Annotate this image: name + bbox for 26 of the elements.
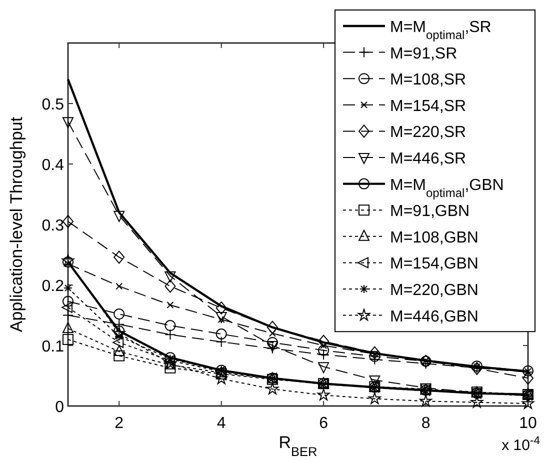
text: x 10$^{-4}$ xyxy=(502,435,540,454)
y-tick-label: 0.1 xyxy=(42,338,64,356)
x-tick-label: 8 xyxy=(421,415,430,432)
legend-label: M=108,GBN xyxy=(390,229,478,246)
x-axis-title: R$_{BER}$ xyxy=(278,433,318,458)
legend-label: M=154,SR xyxy=(390,98,466,115)
legend-label: M=91,SR xyxy=(390,45,458,62)
legend-label: M=M$_{optimal}$,SR xyxy=(390,19,492,42)
x-tick-label: 10 xyxy=(519,415,537,432)
x-tick-label: 4 xyxy=(216,415,226,432)
x-tick-label: 6 xyxy=(319,415,328,432)
y-tick-label: 0.2 xyxy=(42,278,64,295)
legend-label: M=91,GBN xyxy=(390,203,470,220)
legend-label: M=M$_{optimal}$,GBN xyxy=(390,176,504,200)
legend-label: M=446,GBN xyxy=(390,308,478,326)
y-tick-label: 0 xyxy=(55,399,64,416)
legend-label: M=154,GBN xyxy=(390,256,478,273)
y-tick-label: 0.4 xyxy=(42,157,64,174)
y-tick-label: 0.5 xyxy=(42,96,64,114)
y-tick-label: 0.3 xyxy=(42,218,64,234)
x-tick-label: 2 xyxy=(114,415,124,432)
legend-label: M=108,SR xyxy=(390,72,466,89)
legend-label: M=446,SR xyxy=(390,150,466,168)
legend-label: M=220,SR xyxy=(390,124,466,142)
legend-label: M=220,GBN xyxy=(390,282,478,299)
y-axis-title: Application-level Throughput xyxy=(7,116,26,332)
